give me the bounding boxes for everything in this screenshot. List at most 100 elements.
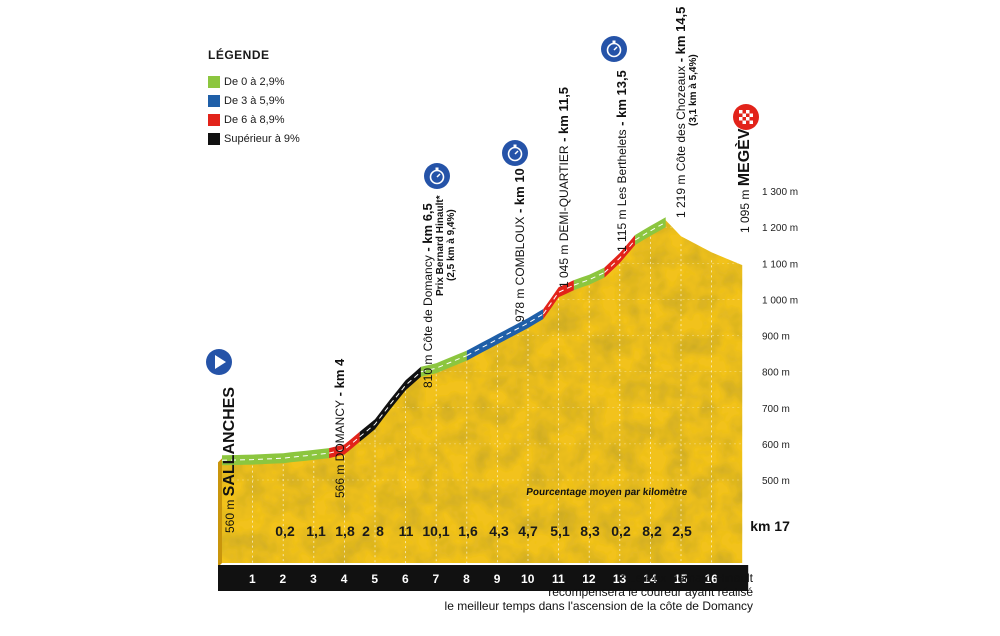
place-altitude: 1 095 m — [738, 186, 752, 233]
place-name: MEGÈVE — [734, 118, 753, 187]
place-label: 1 219 m Côte des Chozeaux - km 14,5 — [673, 7, 688, 218]
x-tick-label: 15 — [674, 572, 688, 586]
gradient-segment — [573, 267, 605, 291]
finish-flag-icon — [746, 117, 750, 121]
footnote-line: * Le Prix Bernard Hinault — [621, 571, 754, 585]
place-subtitle: Prix Bernard Hinault* — [435, 195, 446, 296]
x-tick-label: 5 — [371, 572, 378, 586]
place-km: - km 11,5 — [556, 87, 571, 146]
x-tick-label: 8 — [463, 572, 470, 586]
place-km: - km 4 — [332, 358, 347, 400]
place-name: SALLANCHES — [221, 387, 238, 497]
place-name: Les Berthelets — [615, 129, 629, 206]
place-label: 1 045 m DEMI-QUARTIER - km 11,5 — [556, 87, 571, 288]
finish-flag-icon — [739, 110, 743, 114]
place-label: 810 m Côte de Domancy - km 6,5 — [420, 203, 435, 388]
x-tick-label: 1 — [249, 572, 256, 586]
finish-flag-icon — [739, 117, 743, 121]
gradient-segment — [466, 309, 544, 361]
terrain-edge — [218, 458, 222, 567]
footnote-line: le meilleur temps dans l'ascension de la… — [445, 599, 753, 613]
x-tick-label: 11 — [552, 572, 565, 586]
x-tick-label: 16 — [705, 572, 719, 586]
terrain-area — [222, 220, 743, 564]
gradient-value: 0,2 — [611, 523, 631, 539]
segment-dash — [420, 355, 467, 373]
place-altitude: 1 045 m — [557, 241, 571, 288]
finish-flag-icon — [749, 120, 753, 124]
legend-swatch-blue — [208, 94, 220, 107]
segment-dash — [542, 284, 575, 315]
gradient-segment — [420, 350, 467, 377]
gradient-value: 8,2 — [642, 523, 662, 539]
start-arrow-icon — [215, 355, 226, 369]
finish-flag-icon — [742, 120, 746, 124]
gradient-labels: Pourcentage moyen par kilomètre 0,2 1,1 1,8… — [275, 487, 692, 539]
stopwatch-icon — [513, 144, 517, 147]
x-tick-label: 4 — [341, 572, 348, 586]
x-tick-label: 14 — [643, 572, 657, 586]
legend-item: De 3 à 5,9% — [208, 91, 300, 110]
x-tick-label: 7 — [433, 572, 440, 586]
place-labels: 560 m SALLANCHES 566 m DOMANCY - km 4 810 … — [206, 7, 759, 533]
place-name: DEMI-QUARTIER — [557, 145, 571, 241]
place-km: - km 10 — [512, 168, 527, 216]
legend-label: De 3 à 5,9% — [224, 94, 285, 107]
gradient-value: 1,8 — [335, 523, 355, 539]
place-label: 560 m SALLANCHES — [221, 387, 238, 533]
place-name: Côte de Domancy — [421, 255, 435, 351]
x-tick-label: 13 — [613, 572, 627, 586]
y-tick-label: 900 m — [762, 332, 790, 343]
gradient-value: 2,5 — [672, 523, 692, 539]
segment-dash — [634, 221, 666, 241]
segment-dash — [573, 272, 605, 286]
y-tick-label: 1 300 m — [762, 187, 798, 198]
place-subtitle: (3,1 km à 5,4%) — [688, 54, 699, 126]
gradient-value: 5,1 — [550, 523, 570, 539]
gradient-segment — [222, 448, 330, 466]
place-name: COMBLOUX — [513, 217, 527, 286]
legend-item: De 6 à 8,9% — [208, 110, 300, 129]
y-axis-ticks: 500 m 600 m 700 m 800 m 900 m 1 000 m 1 100 m 1… — [762, 187, 798, 487]
gradient-value: 10,1 — [422, 523, 449, 539]
place-altitude: 1 219 m — [674, 171, 688, 218]
finish-flag-icon — [742, 113, 746, 117]
place-label: 1 115 m Les Berthelets - km 13,5 — [614, 70, 629, 252]
legend-item: Supérieur à 9% — [208, 129, 300, 148]
y-tick-label: 1 200 m — [762, 223, 798, 234]
place-km: - km 14,5 — [673, 7, 688, 66]
legend-label: De 6 à 8,9% — [224, 113, 285, 126]
place-km: - km 13,5 — [614, 70, 629, 129]
place-altitude: 978 m — [513, 285, 527, 322]
gradient-value: 8 — [376, 523, 384, 539]
y-tick-label: 600 m — [762, 440, 790, 451]
gradient-value: 4,3 — [489, 523, 509, 539]
grid-layer — [222, 190, 745, 563]
place-label: 978 m COMBLOUX - km 10 — [512, 168, 527, 322]
gradient-segment — [359, 366, 421, 442]
gradient-value: 1,6 — [458, 523, 478, 539]
gradient-value: 11 — [399, 523, 414, 539]
legend-swatch-green — [208, 75, 220, 88]
gradient-value: 0,2 — [275, 523, 295, 539]
y-tick-label: 700 m — [762, 404, 790, 415]
x-end-label: km 17 — [750, 518, 790, 534]
legend-item: De 0 à 2,9% — [208, 72, 300, 91]
gradient-segment — [604, 235, 636, 278]
finish-flag-icon — [749, 113, 753, 117]
place-label: 566 m DOMANCY - km 4 — [332, 358, 347, 498]
x-tick-label: 6 — [402, 572, 409, 586]
x-tick-label: 12 — [582, 572, 596, 586]
stopwatch-icon — [429, 169, 445, 185]
place-altitude: 810 m — [421, 351, 435, 388]
place-km: - km 6,5 — [420, 203, 435, 255]
x-tick-label: 10 — [521, 572, 535, 586]
x-tick-label: 3 — [310, 572, 317, 586]
gradient-value: 4,7 — [518, 523, 538, 539]
gradient-value: 2 — [362, 523, 370, 539]
segment-dash — [359, 371, 422, 438]
place-subtitle: (2,5 km à 9,4%) — [446, 209, 457, 281]
